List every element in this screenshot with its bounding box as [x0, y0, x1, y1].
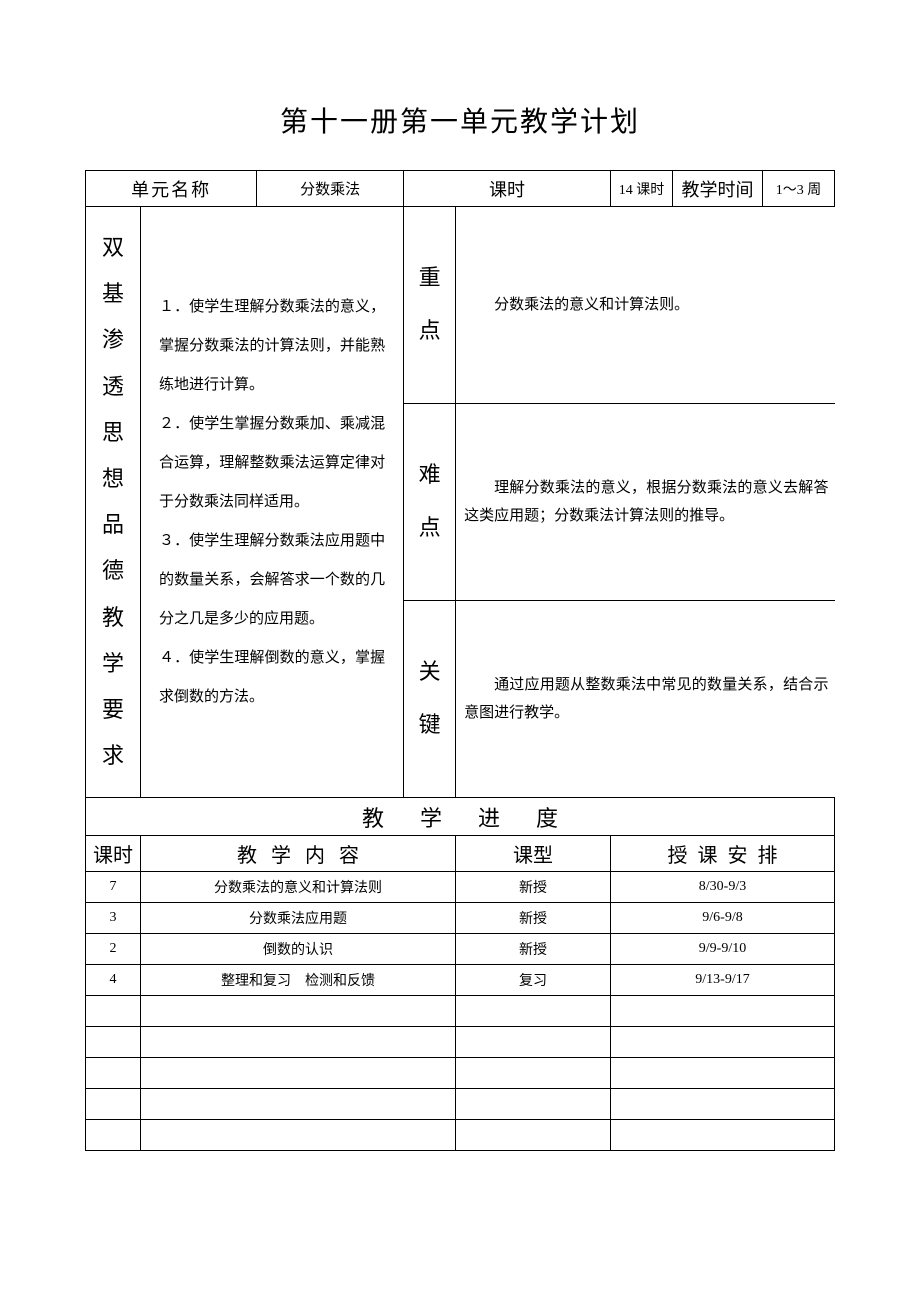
objectives-content: １．使学生理解分数乘法的意义，掌握分数乘法的计算法则，并能熟练地进行计算。２．使… [141, 207, 404, 798]
page-title: 第十一册第一单元教学计划 [85, 100, 835, 140]
progress-title-row: 教学进度 [86, 798, 835, 836]
cell-empty [456, 1089, 611, 1120]
cell-arrange: 9/13-9/17 [611, 965, 835, 996]
cell-empty [141, 1120, 456, 1151]
cell-empty [141, 1027, 456, 1058]
cell-empty [611, 1089, 835, 1120]
key-point-label: 重点 [404, 207, 456, 404]
difficulty-label: 难点 [404, 404, 456, 601]
table-row: 3分数乘法应用题新授9/6-9/8 [86, 903, 835, 934]
cell-empty [86, 996, 141, 1027]
cell-empty [141, 1058, 456, 1089]
cell-type: 新授 [456, 872, 611, 903]
cell-type: 新授 [456, 934, 611, 965]
cell-keshi: 2 [86, 934, 141, 965]
schedule-header-row: 课时 教学内容 课型 授课安排 [86, 836, 835, 872]
difficulty-label-text: 难点 [404, 449, 455, 555]
cell-type: 复习 [456, 965, 611, 996]
schedule-body: 7分数乘法的意义和计算法则新授8/30-9/33分数乘法应用题新授9/6-9/8… [86, 872, 835, 1151]
cell-empty [456, 996, 611, 1027]
cell-keshi: 7 [86, 872, 141, 903]
cell-empty [456, 1027, 611, 1058]
cell-arrange: 9/6-9/8 [611, 903, 835, 934]
cell-empty [141, 1089, 456, 1120]
keypoint-label-text: 关键 [404, 646, 455, 752]
unit-name-value: 分数乘法 [257, 171, 404, 207]
keshi-label: 课时 [404, 171, 611, 207]
keypoint-label: 关键 [404, 601, 456, 798]
cell-content: 分数乘法应用题 [141, 903, 456, 934]
sched-header-content: 教学内容 [141, 836, 456, 872]
cell-keshi: 3 [86, 903, 141, 934]
cell-content: 整理和复习 检测和反馈 [141, 965, 456, 996]
table-row: 7分数乘法的意义和计算法则新授8/30-9/3 [86, 872, 835, 903]
cell-keshi: 4 [86, 965, 141, 996]
sched-header-keshi: 课时 [86, 836, 141, 872]
difficulty-content: 理解分数乘法的意义，根据分数乘法的意义去解答这类应用题；分数乘法计算法则的推导。 [456, 404, 835, 601]
cell-arrange: 8/30-9/3 [611, 872, 835, 903]
cell-empty [611, 1120, 835, 1151]
objectives-label: 双基渗透思想品德教学要求 [86, 207, 141, 798]
cell-empty [86, 1058, 141, 1089]
cell-empty [456, 1120, 611, 1151]
cell-empty [86, 1027, 141, 1058]
objectives-row-1: 双基渗透思想品德教学要求 １．使学生理解分数乘法的意义，掌握分数乘法的计算法则，… [86, 207, 835, 404]
key-point-label-text: 重点 [404, 252, 455, 358]
teach-time-label: 教学时间 [673, 171, 763, 207]
table-row-empty [86, 1027, 835, 1058]
cell-type: 新授 [456, 903, 611, 934]
cell-empty [611, 1027, 835, 1058]
table-row-empty [86, 1120, 835, 1151]
table-row: 2倒数的认识新授9/9-9/10 [86, 934, 835, 965]
table-row-empty [86, 996, 835, 1027]
unit-name-label: 单元名称 [86, 171, 257, 207]
keypoint-content: 通过应用题从整数乘法中常见的数量关系，结合示意图进行教学。 [456, 601, 835, 798]
plan-table: 单元名称 分数乘法 课时 14 课时 教学时间 1～3 周 双基渗透思想品德教学… [85, 170, 835, 1151]
cell-empty [86, 1120, 141, 1151]
teach-time-value: 1～3 周 [763, 171, 835, 207]
cell-empty [86, 1089, 141, 1120]
table-row: 4整理和复习 检测和反馈复习9/13-9/17 [86, 965, 835, 996]
table-row-empty [86, 1089, 835, 1120]
key-point-content: 分数乘法的意义和计算法则。 [456, 207, 835, 404]
cell-arrange: 9/9-9/10 [611, 934, 835, 965]
sched-header-arrange: 授课安排 [611, 836, 835, 872]
objectives-label-text: 双基渗透思想品德教学要求 [86, 225, 140, 779]
cell-content: 分数乘法的意义和计算法则 [141, 872, 456, 903]
progress-title: 教学进度 [86, 798, 835, 836]
header-row: 单元名称 分数乘法 课时 14 课时 教学时间 1～3 周 [86, 171, 835, 207]
cell-empty [611, 1058, 835, 1089]
table-row-empty [86, 1058, 835, 1089]
cell-empty [456, 1058, 611, 1089]
cell-content: 倒数的认识 [141, 934, 456, 965]
cell-empty [141, 996, 456, 1027]
keshi-value: 14 课时 [611, 171, 673, 207]
sched-header-type: 课型 [456, 836, 611, 872]
cell-empty [611, 996, 835, 1027]
